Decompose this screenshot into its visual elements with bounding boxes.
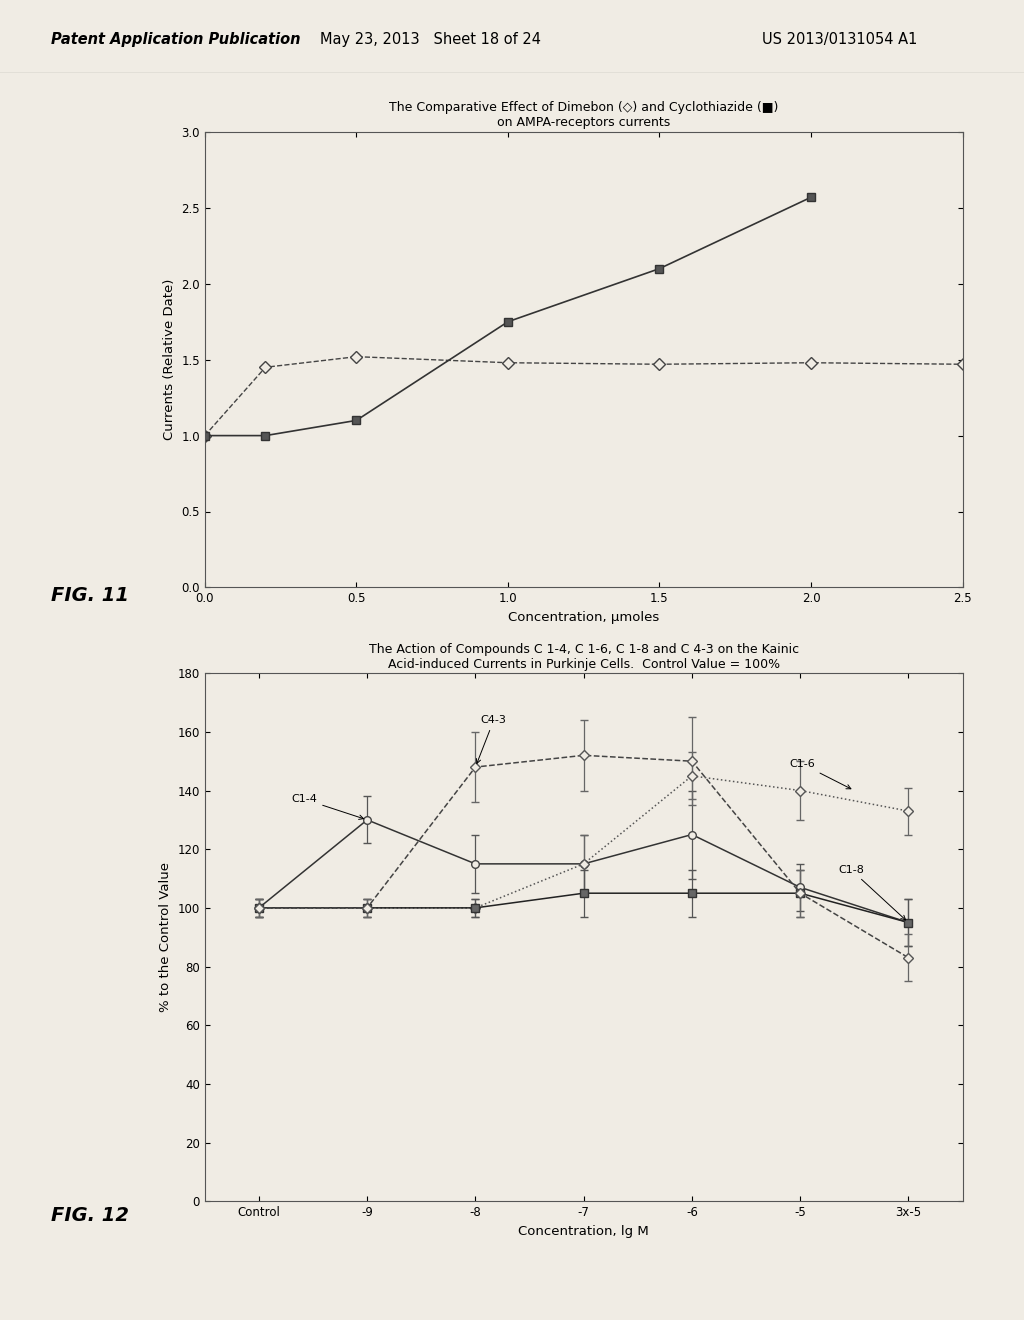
Title: The Comparative Effect of Dimebon (◇) and Cyclothiazide (■)
on AMPA-receptors cu: The Comparative Effect of Dimebon (◇) an… [389,102,778,129]
Y-axis label: Currents (Relative Date): Currents (Relative Date) [163,279,176,441]
X-axis label: Concentration, μmoles: Concentration, μmoles [508,611,659,624]
X-axis label: Concentration, lg M: Concentration, lg M [518,1225,649,1238]
Title: The Action of Compounds C 1-4, C 1-6, C 1-8 and C 4-3 on the Kainic
Acid-induced: The Action of Compounds C 1-4, C 1-6, C … [369,643,799,671]
Text: C1-6: C1-6 [790,759,851,789]
Text: FIG. 12: FIG. 12 [51,1206,129,1225]
Text: May 23, 2013   Sheet 18 of 24: May 23, 2013 Sheet 18 of 24 [319,33,541,48]
Text: C1-8: C1-8 [838,865,905,920]
Text: C1-4: C1-4 [292,795,364,820]
Text: C4-3: C4-3 [476,715,507,763]
Text: FIG. 11: FIG. 11 [51,586,129,605]
Text: Patent Application Publication: Patent Application Publication [51,33,301,48]
Text: US 2013/0131054 A1: US 2013/0131054 A1 [762,33,918,48]
Y-axis label: % to the Control Value: % to the Control Value [159,862,172,1012]
